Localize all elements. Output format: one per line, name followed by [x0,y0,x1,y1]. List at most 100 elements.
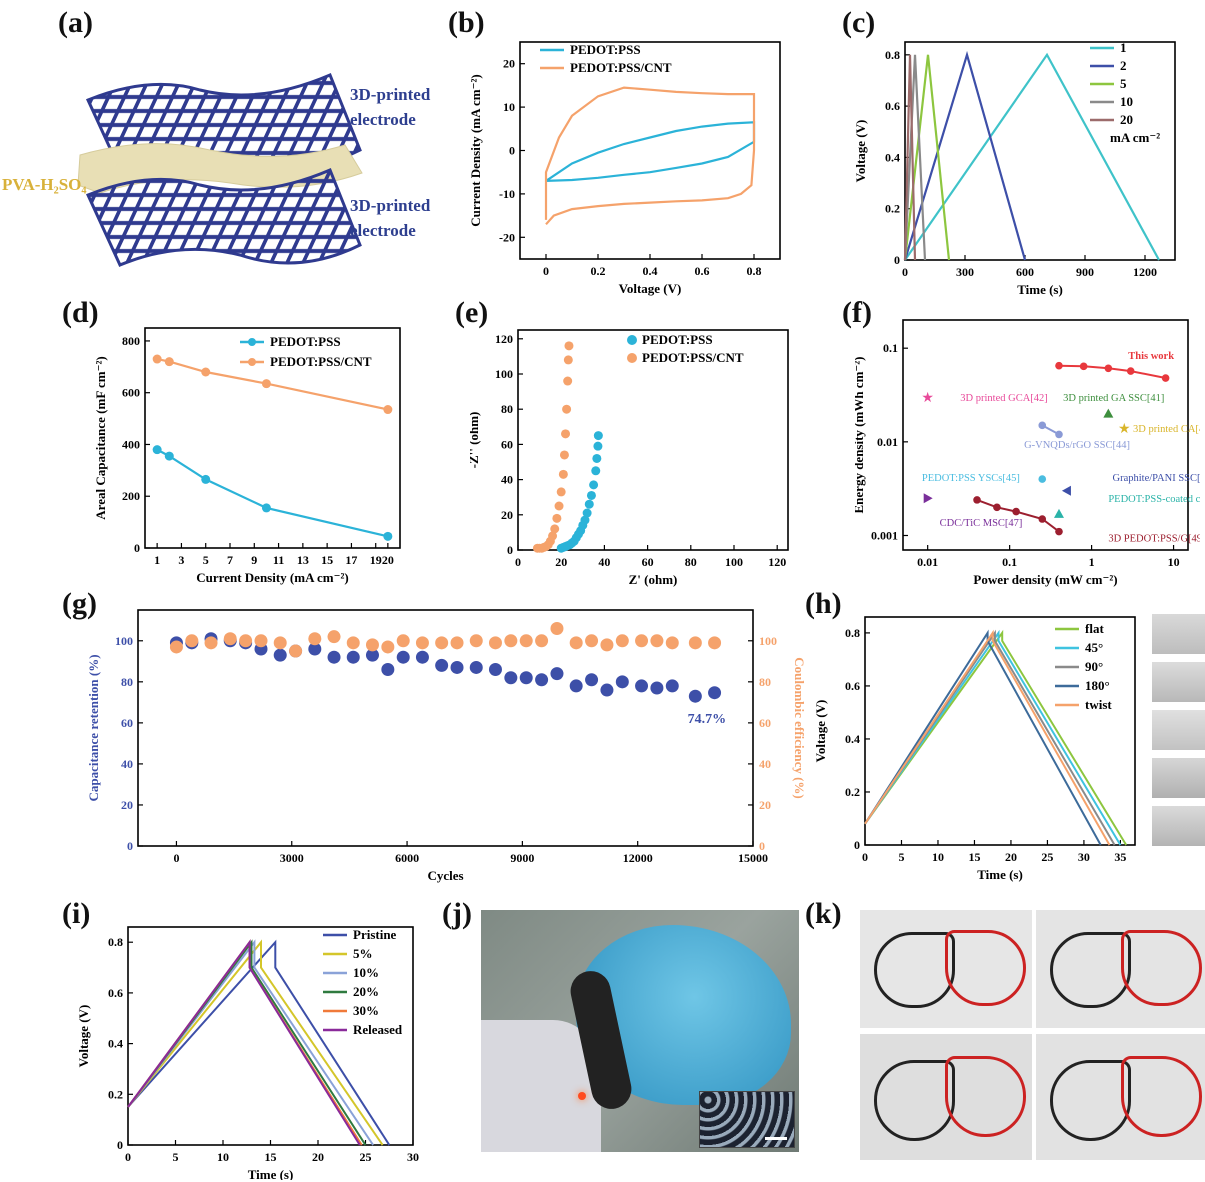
efficiency-point [255,634,268,647]
ragone-series-label: PEDOT:PSS YSCs[45] [922,473,1020,484]
legend-label: PEDOT:PSS/CNT [270,354,372,369]
x-tick-label: 15 [321,553,333,567]
y2-tick-label: 100 [759,634,777,648]
x-tick-label: 11 [273,553,284,567]
x-tick-label: 6000 [395,851,419,865]
efficiency-point [416,636,429,649]
ragone-series-label: 3D printed GA SSC[41] [1063,393,1164,404]
y-axis-label: Energy density (mWh cm⁻²) [855,357,866,514]
efficiency-point [274,636,287,649]
y-tick-label: 0 [117,1138,123,1152]
y-tick-label: 0.1 [883,341,898,355]
efficiency-point [289,645,302,658]
led-photo-1 [860,910,1036,1028]
bend-photo-strip [1152,614,1205,846]
x-axis-label: Z' (ohm) [629,572,678,587]
led-circuit-photos [860,910,1205,1160]
y-tick-label: 20 [503,57,515,71]
bottom-electrode-mesh [88,170,360,265]
legend-label: twist [1085,697,1112,712]
y-axis-label: Capacitance retention (%) [88,654,101,801]
y-tick-label: 0.4 [845,732,860,746]
retention-point [504,671,517,684]
legend-label: PEDOT:PSS [270,334,341,349]
y-tick-label: 0.2 [108,1087,123,1101]
legend-label: 10% [353,965,379,980]
x-tick-label: 10 [932,850,944,864]
y-tick-label: 100 [115,634,133,648]
capacitance-point [201,368,210,377]
y-tick-label: 0.8 [845,626,860,640]
panel-label-a: (a) [58,6,93,40]
efficiency-point [689,636,702,649]
x-tick-label: 30 [407,1150,419,1164]
impedance-point [563,377,572,386]
electrode-schematic: 3D-printed electrode PVA-H₂SO₄ 3D-printe… [0,55,450,295]
legend-unit: mA cm⁻² [1110,130,1160,145]
x-axis-label: Power density (mW cm⁻²) [973,572,1117,587]
retention-point [489,663,502,676]
x-tick-label: 13 [297,553,309,567]
y-tick-label: 0 [509,144,515,158]
impedance-point [564,355,573,364]
x-tick-label: 0 [173,851,179,865]
legend-label: 180° [1085,678,1110,693]
y-tick-label: 600 [122,386,140,400]
x-tick-label: 300 [956,265,974,279]
efficiency-point [308,632,321,645]
ragone-series-label: Graphite/PANI SSC[46] [1113,473,1200,484]
ragone-point: ★ [921,391,934,406]
impedance-point [550,524,559,533]
ragone-point [1103,409,1113,418]
x-tick-label: 12000 [623,851,653,865]
retention-point [347,651,360,664]
efficiency-point [435,636,448,649]
efficiency-point [397,634,410,647]
ragone-point [1012,508,1020,516]
y-tick-label: 0.8 [885,48,900,62]
x-axis-label: Cycles [427,868,463,883]
ragone-point [1055,362,1063,370]
x-tick-label: 40 [598,555,610,569]
retention-point [535,673,548,686]
efficiency-point [550,622,563,635]
y2-tick-label: 20 [759,798,771,812]
legend-label: 20% [353,984,379,999]
y-tick-label: 0.6 [845,679,860,693]
efficiency-point [239,634,252,647]
efficiency-point [535,634,548,647]
x-tick-label: 19 [370,553,382,567]
y-tick-label: 20 [121,798,133,812]
chart-b-cv: 0 0.2 0.4 0.6 0.8-20-1001020Voltage (V)Curre… [470,30,800,310]
y2-axis-label: Coulombic efficiency (%) [792,657,807,799]
impedance-point [594,431,603,440]
y-tick-label: 60 [501,437,513,451]
x-tick-label: 3 [178,553,184,567]
ragone-series-label: 3D PEDOT:PSS/G[49] [1108,534,1200,545]
y2-tick-label: 0 [759,839,765,853]
ragone-point [1038,422,1046,430]
impedance-point [593,442,602,451]
ragone-line [1059,366,1166,378]
y-tick-label: 0.2 [845,785,860,799]
x-tick-label: 35 [1114,850,1126,864]
impedance-point [552,514,561,523]
legend-marker [248,338,256,346]
y2-tick-label: 60 [759,716,771,730]
impedance-point [589,480,598,489]
x-tick-label: 0 [902,265,908,279]
x-tick-label: 900 [1076,265,1094,279]
x-axis-label: Current Density (mA cm⁻²) [196,570,348,585]
y-tick-label: 0.6 [885,99,900,113]
ragone-point [1038,475,1046,483]
y-tick-label: 20 [501,508,513,522]
x-tick-label: 0.4 [643,264,658,278]
y-axis-label: -Z'' (ohm) [470,412,481,469]
y-tick-label: 40 [121,757,133,771]
y-tick-label: 0 [894,253,900,267]
ragone-series-label: CDC/TiC MSC[47] [940,518,1023,529]
efficiency-point [366,638,379,651]
legend-label: 5 [1120,76,1127,91]
retention-point [550,667,563,680]
chart-h-bending: 0 5 10 15 20 25 30 3500.20.40.60.8Time (s)Volta… [815,605,1150,895]
